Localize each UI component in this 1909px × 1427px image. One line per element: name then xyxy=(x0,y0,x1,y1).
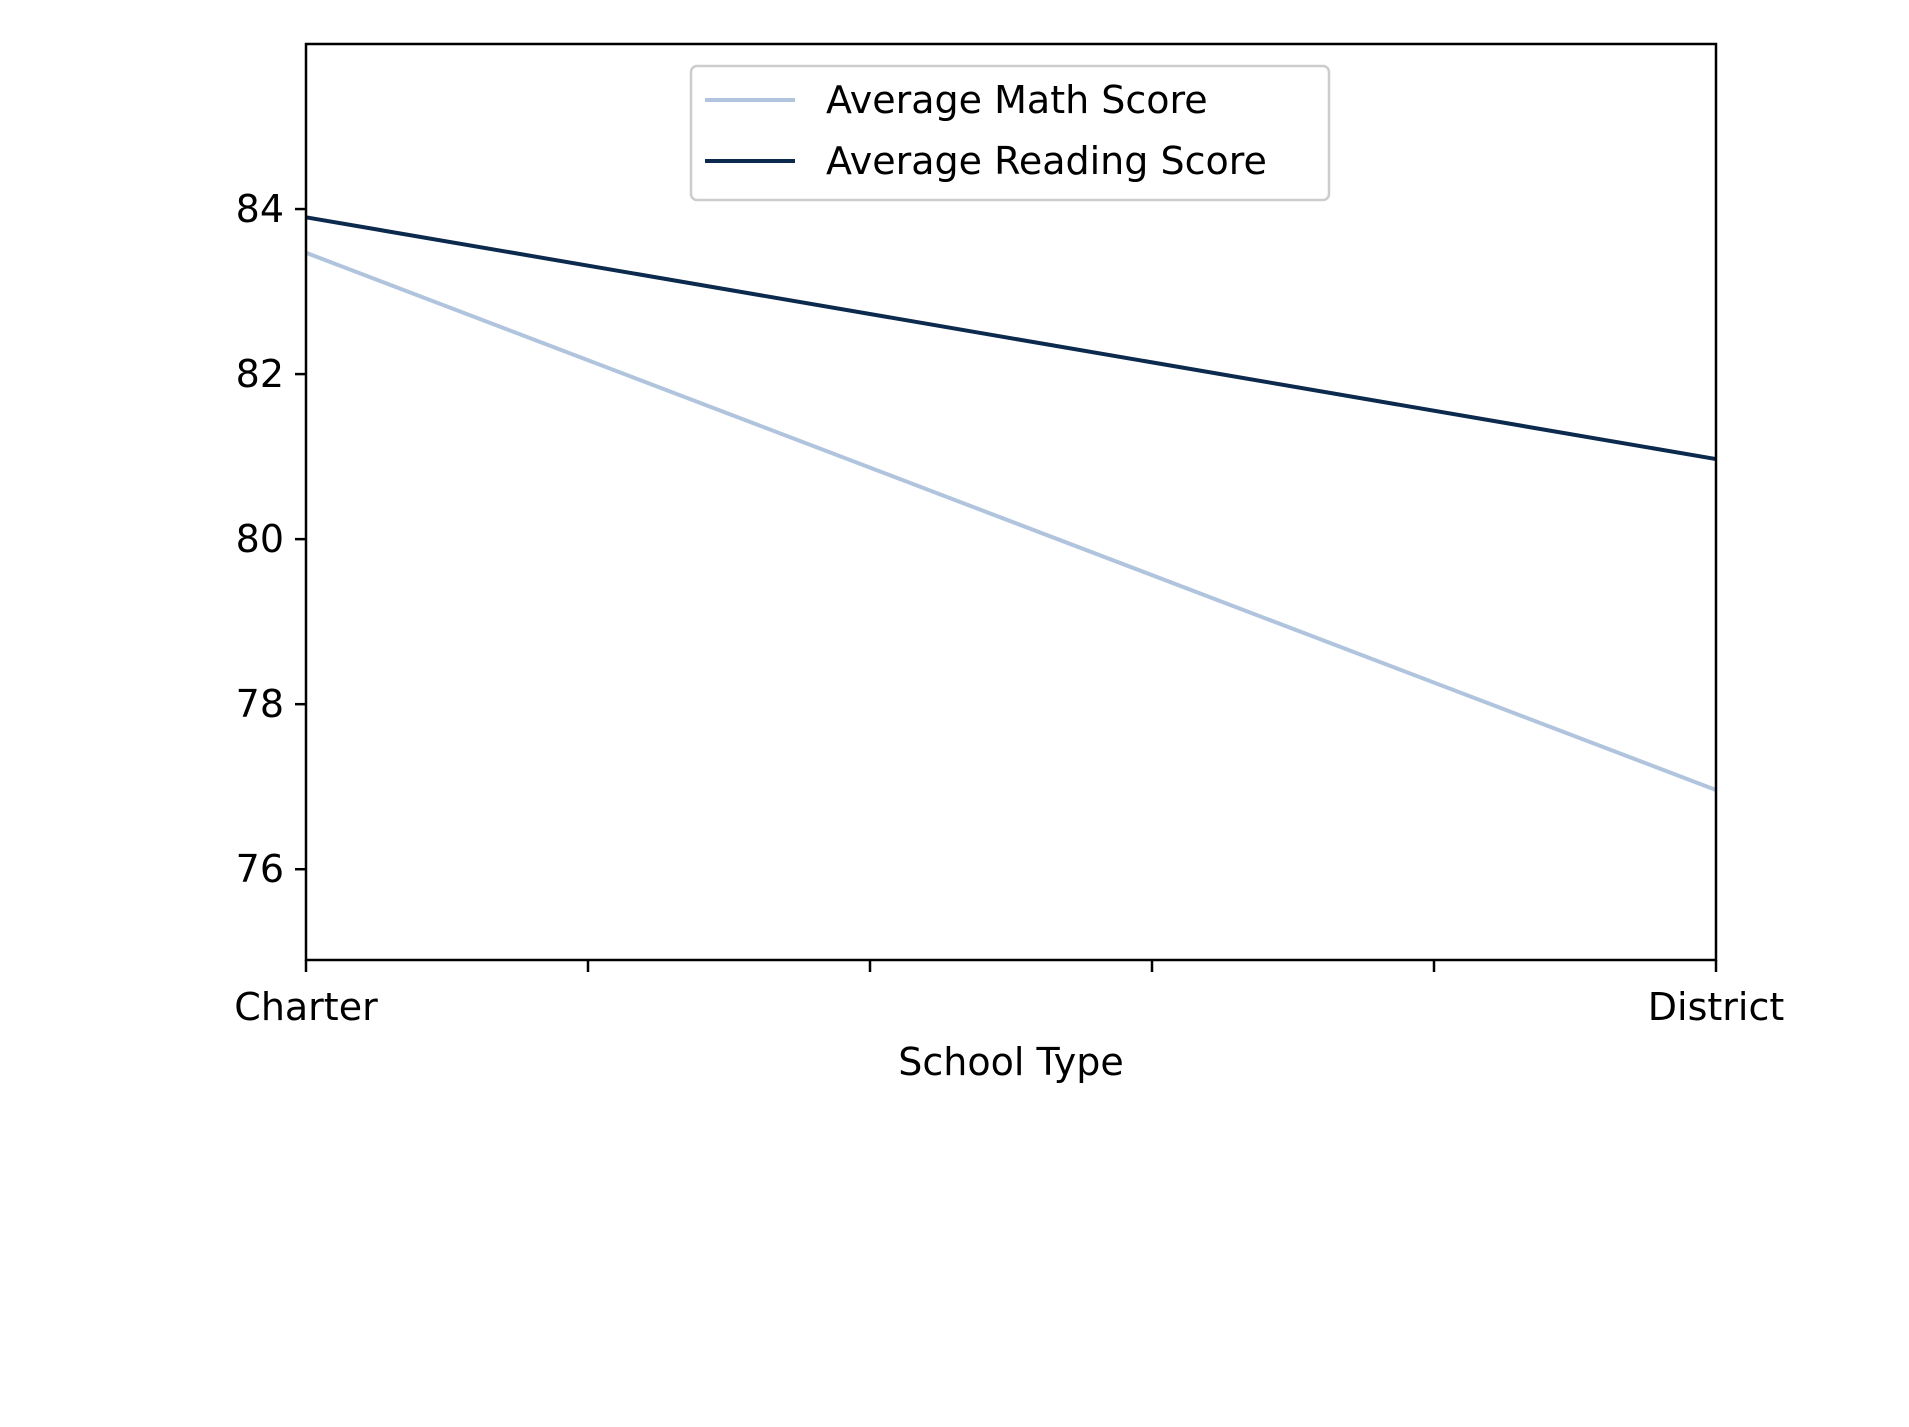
series-line-2 xyxy=(305,215,1717,462)
y-tick-label: 78 xyxy=(236,682,284,726)
legend: Average Math Score Average Reading Score xyxy=(689,64,1331,202)
y-tick-label: 84 xyxy=(236,187,284,231)
y-tick-label: 82 xyxy=(236,352,284,396)
series-line-1 xyxy=(305,250,1717,792)
plot-area xyxy=(305,215,1717,792)
legend-box xyxy=(689,64,1331,202)
y-tick-label: 76 xyxy=(236,847,284,891)
x-axis-label: School Type xyxy=(898,1040,1124,1084)
legend-label-1: Average Math Score xyxy=(826,78,1208,122)
legend-label-2: Average Reading Score xyxy=(826,139,1267,183)
x-tick-label: Charter xyxy=(234,985,378,1029)
axes-frame xyxy=(304,42,1718,962)
axes: 76 78 80 82 84 Charter District xyxy=(234,42,1785,1029)
y-tick-label: 80 xyxy=(236,517,284,561)
x-tick-label: District xyxy=(1648,985,1785,1029)
